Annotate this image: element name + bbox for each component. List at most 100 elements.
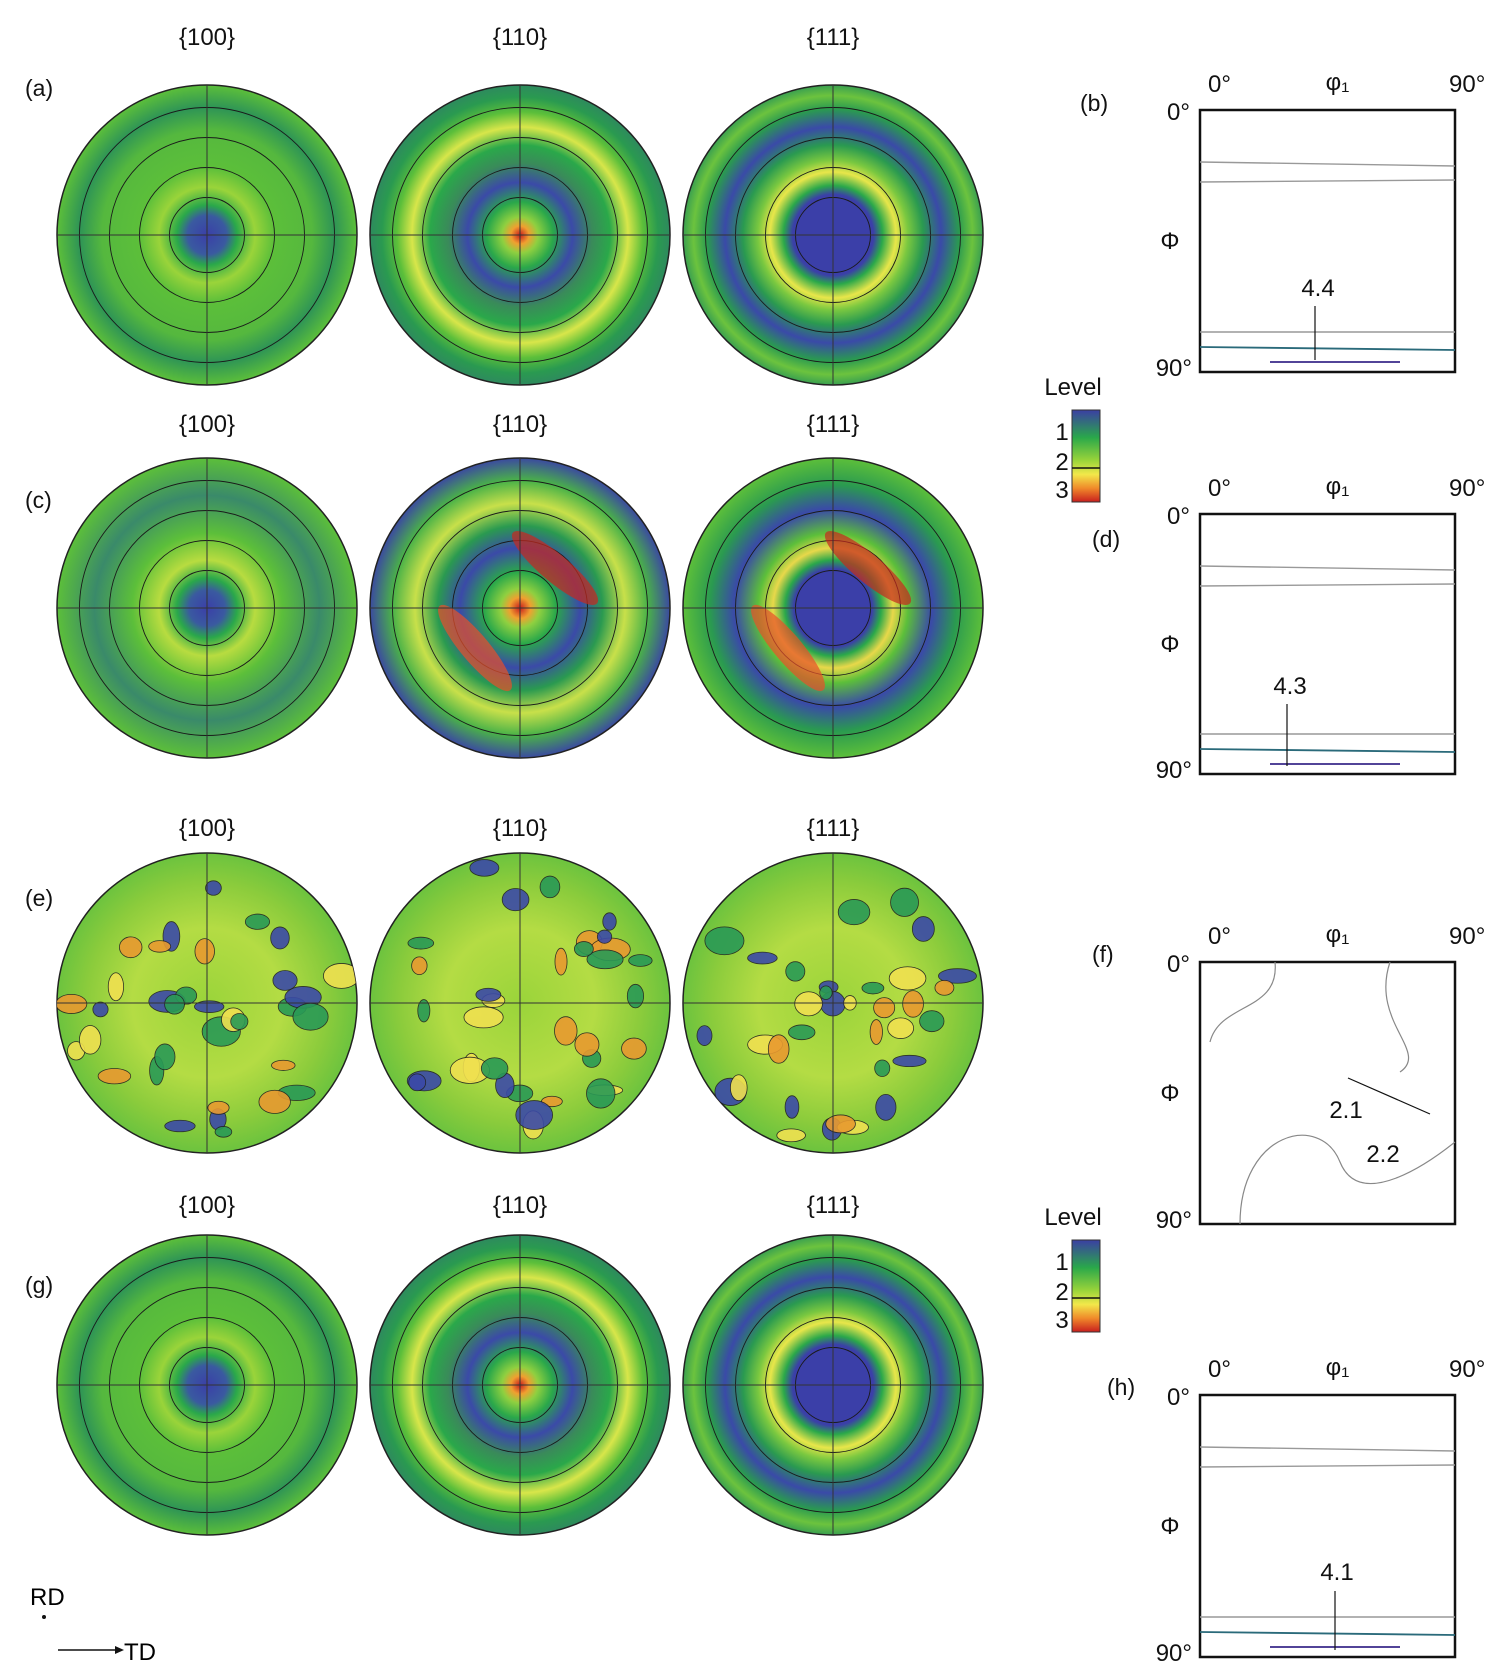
odf-contour (1199, 1464, 1456, 1468)
texture-blob (890, 887, 919, 917)
pole-figure-110: {110} (369, 815, 671, 1154)
texture-blob (934, 980, 955, 996)
odf-section-3: (h) 0° φ₁ 90° 0° Φ 90° 4.1 (1107, 1354, 1485, 1665)
texture-blob (819, 985, 833, 1000)
texture-blob (602, 912, 617, 931)
odf-contour (1199, 565, 1456, 571)
odf-x-left: 0° (1208, 923, 1231, 950)
td-arrow-head (115, 1646, 124, 1654)
panel-label: (c) (25, 487, 52, 513)
odf-box (1198, 512, 1457, 776)
texture-blob (785, 961, 806, 982)
texture-blob (194, 938, 215, 965)
pole-figure-title: {100} (179, 1192, 235, 1219)
pole-figure-100: {100} (56, 1192, 358, 1536)
texture-blob (205, 880, 222, 896)
odf-max-annotation: 2.2 (1366, 1141, 1399, 1168)
odf-y-top: 0° (1167, 951, 1190, 978)
texture-blob (776, 1128, 806, 1143)
color-legend-0: Level 1 23 (1044, 374, 1101, 504)
texture-blob (554, 1016, 578, 1046)
odf-y-top: 0° (1167, 503, 1190, 530)
texture-blob (323, 963, 357, 989)
pole-figure-title: {100} (179, 815, 235, 842)
texture-blob (869, 1019, 883, 1045)
texture-blob (574, 1032, 600, 1057)
texture-blob (407, 936, 435, 950)
rd-label: RD (30, 1584, 65, 1611)
odf-x-right: 90° (1449, 923, 1485, 950)
texture-blob (271, 1059, 296, 1071)
pole-figure-row-1: (c) {100} {110} {111} (25, 411, 984, 759)
odf-x-symbol: φ₁ (1326, 473, 1350, 500)
pole-figure-111: {111} (682, 815, 984, 1154)
texture-blob (411, 956, 428, 976)
texture-blob (164, 993, 185, 1015)
texture-blob (874, 1059, 891, 1077)
texture-blob (258, 1089, 291, 1114)
texture-blob (825, 1114, 856, 1134)
odf-max-annotation: 2.1 (1329, 1097, 1362, 1124)
texture-blob (408, 1073, 427, 1092)
odf-y-bottom: 90° (1156, 1207, 1192, 1234)
texture-blob (704, 926, 745, 956)
legend-tick: 1 (1055, 419, 1068, 446)
hot-spot (438, 604, 512, 692)
odf-y-symbol: Φ (1160, 1513, 1179, 1540)
odf-x-left: 0° (1208, 71, 1231, 98)
texture-blob (747, 951, 778, 965)
texture-blob (194, 1000, 225, 1013)
texture-blob (875, 1094, 897, 1121)
pole-figure-grid: (a) {100} {110} {111} (c) {100} {110} {111} (e) {… (25, 24, 984, 1536)
odf-x-right: 90° (1449, 71, 1485, 98)
texture-blob (938, 968, 977, 984)
rd-dot (42, 1615, 46, 1619)
texture-blob (480, 1057, 509, 1080)
texture-blob (626, 983, 645, 1009)
odf-x-symbol: φ₁ (1326, 1354, 1350, 1381)
texture-blob (911, 916, 935, 942)
odf-contour (1199, 1446, 1456, 1452)
pole-figure-111: {111} (682, 411, 984, 759)
odf-x-left: 0° (1208, 475, 1231, 502)
texture-blob (892, 1054, 927, 1068)
odf-contour (1199, 161, 1456, 167)
texture-blob (501, 888, 530, 912)
texture-blob (767, 1034, 790, 1064)
odf-section-1: (d) 0° φ₁ 90° 0° Φ 90° 4.3 (1092, 473, 1485, 784)
odf-y-bottom: 90° (1156, 757, 1192, 784)
odf-contour (1239, 1134, 1456, 1225)
pole-figure-title: {110} (493, 1192, 547, 1219)
texture-blob (92, 1001, 109, 1018)
odf-box (1198, 108, 1457, 374)
odf-contour (1199, 346, 1456, 351)
texture-blob (586, 1078, 616, 1109)
pole-figure-row-3: (g) {100} {110} {111} (25, 1192, 984, 1536)
texture-blob (97, 1068, 132, 1085)
texture-blob (788, 1024, 816, 1041)
odf-y-bottom: 90° (1156, 355, 1192, 382)
texture-blob (837, 899, 871, 926)
texture-blob (574, 941, 594, 957)
pole-figure-title: {110} (493, 411, 547, 438)
pole-figure-title: {100} (179, 411, 235, 438)
odf-box (1198, 1393, 1457, 1659)
texture-blob (154, 1043, 176, 1071)
pole-figure-title: {111} (807, 1192, 860, 1219)
hot-spot (511, 531, 599, 605)
legend-tick: 2 (1055, 449, 1068, 476)
odf-y-top: 0° (1167, 1384, 1190, 1411)
pole-figure-110: {110} (369, 1192, 671, 1536)
pole-figure-100: {100} (56, 815, 358, 1154)
pole-figure-title: {111} (807, 24, 860, 51)
odf-y-top: 0° (1167, 99, 1190, 126)
odf-contour (1199, 179, 1456, 183)
odf-annotation-arrow (1347, 1077, 1431, 1115)
texture-blob (539, 875, 561, 899)
texture-blob (463, 1006, 504, 1029)
legend-tick: 3 (1055, 1307, 1068, 1334)
texture-blob (596, 929, 613, 944)
texture-blob (214, 1126, 233, 1138)
texture-blob (164, 1119, 196, 1133)
